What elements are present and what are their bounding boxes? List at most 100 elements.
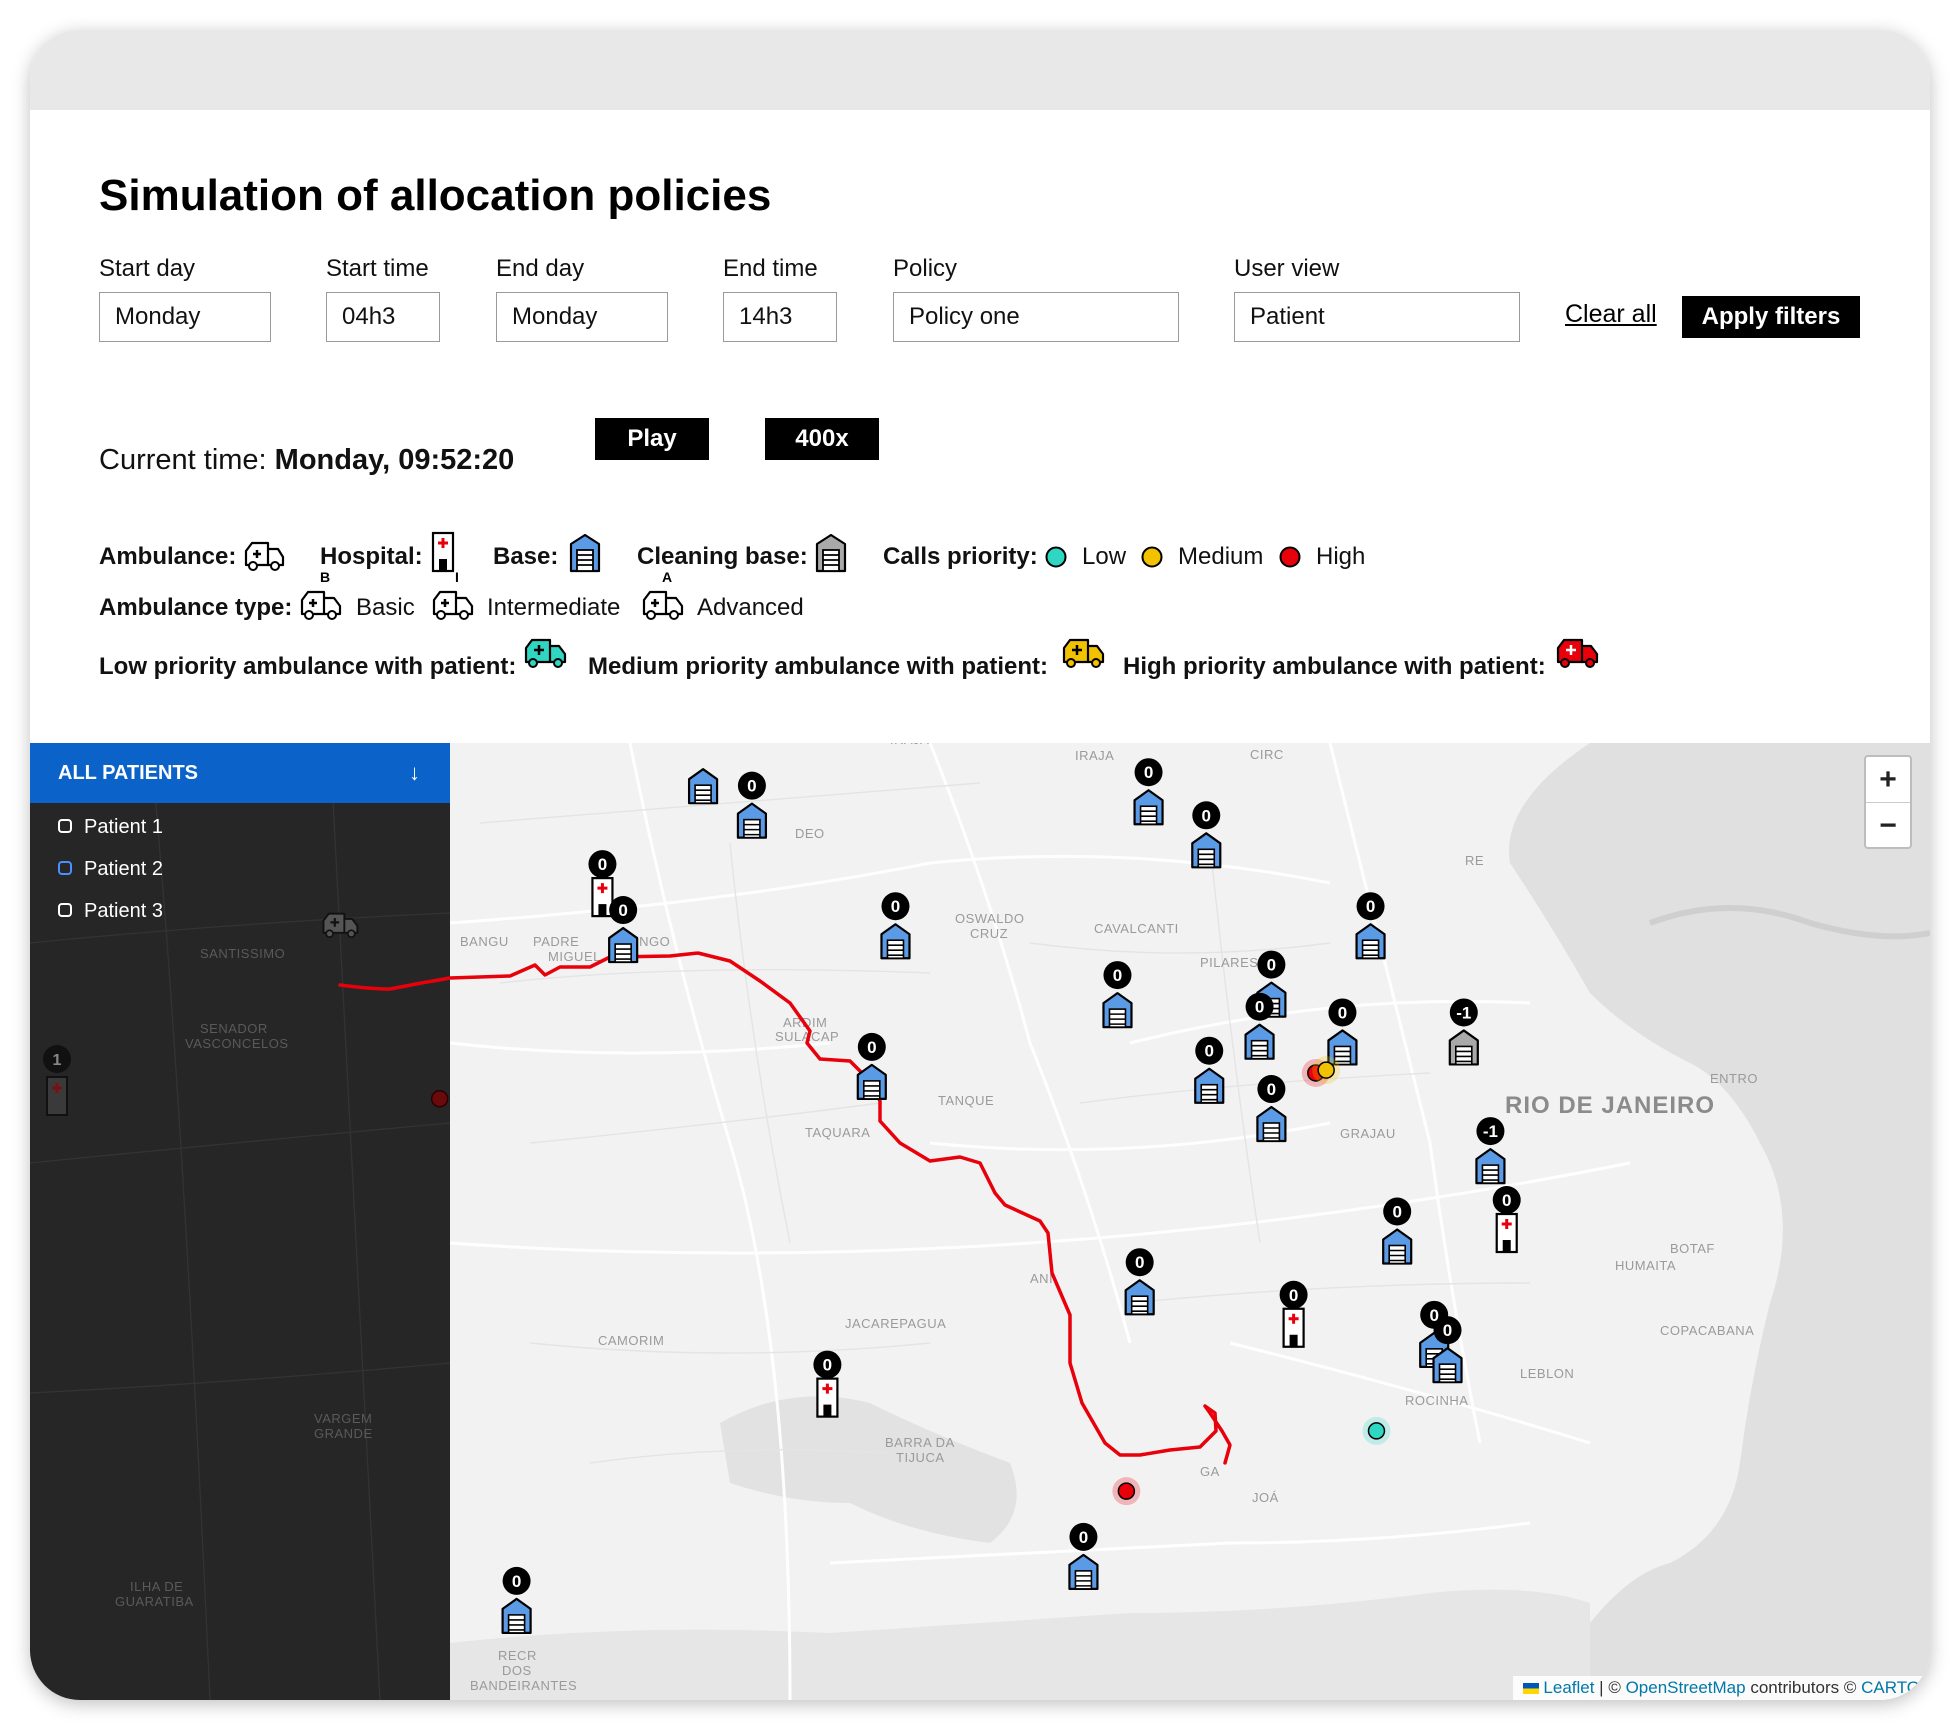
all-patients-header[interactable]: ALL PATIENTS ↓ <box>30 743 450 803</box>
medium-priority-call-marker[interactable] <box>1312 1056 1341 1085</box>
zoom-out-button[interactable]: − <box>1879 809 1897 842</box>
legend-base-label: Base: <box>493 543 559 570</box>
base-marker[interactable]: 0 <box>1068 1522 1099 1590</box>
sort-arrow-icon[interactable]: ↓ <box>409 760 420 785</box>
leaflet-link[interactable]: Leaflet <box>1543 1678 1595 1697</box>
osm-link[interactable]: OpenStreetMap <box>1625 1678 1746 1697</box>
low-priority-call-marker[interactable] <box>1362 1416 1391 1445</box>
base-marker[interactable]: 0 <box>501 1566 532 1635</box>
hospital-icon <box>431 531 455 573</box>
base-marker[interactable]: 0 <box>1194 1036 1225 1104</box>
end-time-input[interactable]: 14h3 <box>723 292 837 342</box>
count-badge-label: 0 <box>598 855 607 874</box>
count-badge <box>1449 998 1478 1027</box>
svg-text:DOS: DOS <box>502 1663 532 1678</box>
end-day-label: End day <box>496 255 585 282</box>
current-time-value: Monday, 09:52:20 <box>274 444 515 476</box>
base-marker[interactable]: 0 <box>1327 998 1358 1066</box>
svg-text:VARGEM: VARGEM <box>314 1411 372 1426</box>
svg-text:TIJUCA: TIJUCA <box>896 1450 945 1465</box>
patient-item-2[interactable]: Patient 2 <box>58 854 163 884</box>
map-overlay: 0 0 0 0 0 0 0 0 0 0 0 -1 0 0 0 -1 0 0 0 0 0 0 0 0 0 <box>30 758 1521 1635</box>
base-marker[interactable]: 0 <box>856 1032 887 1100</box>
base-marker[interactable]: 0 <box>1256 1075 1287 1143</box>
base-marker[interactable]: 0 <box>1382 1197 1413 1265</box>
user-view-select[interactable]: Patient <box>1234 292 1520 342</box>
svg-text:CIRC: CIRC <box>1250 747 1284 762</box>
patient-item-3[interactable]: Patient 3 <box>58 896 163 926</box>
base-marker[interactable]: 0 <box>1191 801 1222 869</box>
count-badge-label: -1 <box>1456 1003 1471 1022</box>
count-badge <box>1257 1075 1286 1104</box>
low-priority-ambulance-icon <box>524 638 567 668</box>
count-badge-label: 0 <box>512 1572 521 1591</box>
legend-ambulance-label: Ambulance: <box>99 543 237 570</box>
base-marker[interactable]: 0 <box>1244 992 1275 1060</box>
count-badge-label: 0 <box>1144 763 1153 782</box>
current-time: Current time: Monday, 09:52:20 <box>99 440 514 480</box>
patient-item-1[interactable]: Patient 1 <box>58 812 163 842</box>
play-button[interactable]: Play <box>595 418 709 460</box>
legend-calls-priority-label: Calls priority: <box>883 543 1038 570</box>
svg-text:IRAJA: IRAJA <box>890 743 929 747</box>
svg-text:MIGUEL: MIGUEL <box>548 949 601 964</box>
start-day-label: Start day <box>99 255 196 282</box>
hospital-marker[interactable]: 0 <box>588 850 617 918</box>
medium-priority-ambulance-icon <box>1062 638 1105 668</box>
attribution-contributors: contributors © <box>1745 1678 1862 1697</box>
patient-checkbox-1[interactable] <box>58 819 72 834</box>
base-marker[interactable]: 0 <box>1355 892 1386 960</box>
count-badge <box>1476 1117 1505 1146</box>
count-badge <box>1069 1522 1098 1551</box>
high-priority-call-marker[interactable] <box>426 1085 454 1113</box>
count-badge <box>813 1350 842 1379</box>
high-priority-call-marker[interactable] <box>1112 1477 1141 1506</box>
page-title: Simulation of allocation policies <box>99 171 772 220</box>
patient-label-3: Patient 3 <box>84 900 163 922</box>
svg-text:LEBLON: LEBLON <box>1520 1366 1574 1381</box>
dim-hospital-marker[interactable]: 1 <box>35 1043 95 1123</box>
hospital-marker[interactable]: 0 <box>1279 1280 1308 1348</box>
base-marker[interactable]: 0 <box>1133 758 1164 826</box>
base-marker[interactable]: 0 <box>1432 1316 1463 1384</box>
count-badge-label: -1 <box>1483 1122 1498 1141</box>
clear-all-link[interactable]: Clear all <box>1565 300 1657 328</box>
hospital-marker[interactable]: 0 <box>813 1350 842 1418</box>
base-marker[interactable]: 0 <box>1102 961 1133 1029</box>
ambulance-marker[interactable] <box>320 908 360 942</box>
browser-top-bar <box>30 30 1930 110</box>
panel-dark-basemap: SANTISSIMO SENADOR VASCONCELOS VARGEM GR… <box>30 743 450 1700</box>
base-marker[interactable]: 0 <box>736 771 768 839</box>
user-view-label: User view <box>1234 255 1340 282</box>
patient-checkbox-3[interactable] <box>58 903 72 918</box>
low-priority-dot-icon <box>1045 546 1067 568</box>
policy-select[interactable]: Policy one <box>893 292 1179 342</box>
base-marker[interactable]: 0 <box>608 896 639 964</box>
base-marker[interactable]: 0 <box>880 892 911 960</box>
start-time-input[interactable]: 04h3 <box>326 292 440 342</box>
legend-advanced-label: Advanced <box>697 594 804 621</box>
hospital-marker[interactable]: 0 <box>1492 1186 1521 1254</box>
base-icon <box>569 533 601 573</box>
zoom-in-button[interactable]: + <box>1879 763 1897 796</box>
count-badge <box>737 771 766 800</box>
patient-label-1: Patient 1 <box>84 816 163 838</box>
base-marker[interactable] <box>687 768 719 805</box>
patient-checkbox-2[interactable] <box>58 861 72 876</box>
count-badge <box>502 1566 531 1595</box>
end-day-select[interactable]: Monday <box>496 292 668 342</box>
svg-text:BANGU: BANGU <box>460 934 509 949</box>
legend-hospital-label: Hospital: <box>320 543 423 570</box>
legend-low-label: Low <box>1082 543 1127 570</box>
map-view[interactable]: IRAJA IRAJA CIRC DEO RE BANGU PADRE MIGU… <box>30 743 1930 1700</box>
apply-filters-button[interactable]: Apply filters <box>1682 296 1860 338</box>
patient-label-2: Patient 2 <box>84 858 163 880</box>
base-marker[interactable]: 0 <box>1124 1248 1155 1316</box>
svg-text:PILARES: PILARES <box>1200 955 1258 970</box>
start-day-select[interactable]: Monday <box>99 292 271 342</box>
base-marker[interactable]: -1 <box>1475 1117 1506 1185</box>
carto-link[interactable]: CARTO <box>1861 1678 1920 1697</box>
svg-text:GRAJAU: GRAJAU <box>1340 1126 1396 1141</box>
speed-button[interactable]: 400x <box>765 418 879 460</box>
cleaning-marker[interactable]: -1 <box>1448 998 1479 1066</box>
